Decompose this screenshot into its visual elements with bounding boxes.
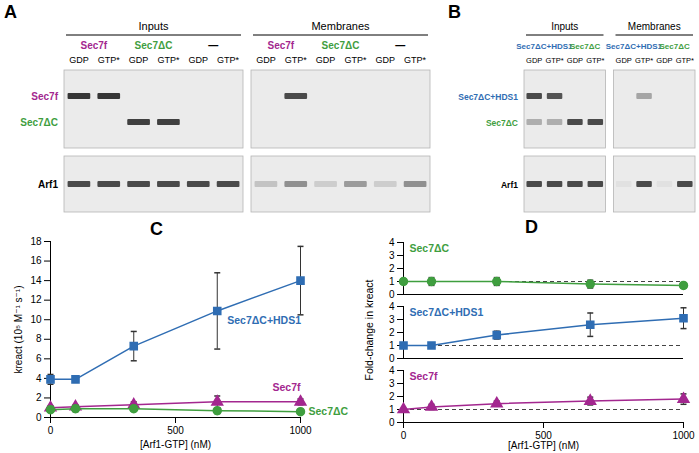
svg-text:Sec7f: Sec7f bbox=[31, 91, 58, 102]
svg-text:GTP*: GTP* bbox=[676, 56, 694, 65]
svg-text:1: 1 bbox=[389, 276, 395, 287]
svg-text:GTP*: GTP* bbox=[586, 56, 604, 65]
svg-text:18: 18 bbox=[30, 236, 42, 247]
svg-text:GDP: GDP bbox=[316, 55, 336, 65]
svg-text:Arf1: Arf1 bbox=[38, 179, 58, 190]
html-text:Fold-change in kreact: Fold-change in kreact bbox=[363, 279, 375, 381]
html-text:D: D bbox=[525, 217, 538, 237]
svg-text:0: 0 bbox=[401, 430, 407, 441]
svg-text:1: 1 bbox=[389, 340, 395, 351]
svg-text:4: 4 bbox=[389, 237, 395, 248]
svg-text:GDP: GDP bbox=[188, 55, 208, 65]
svg-text:Sec7f: Sec7f bbox=[267, 40, 294, 51]
svg-text:kreact (10⁵ M⁻¹ s⁻¹): kreact (10⁵ M⁻¹ s⁻¹) bbox=[13, 285, 24, 373]
svg-text:16: 16 bbox=[30, 255, 42, 266]
svg-text:Sec7ΔC: Sec7ΔC bbox=[20, 117, 58, 128]
svg-text:GDP: GDP bbox=[526, 56, 542, 65]
svg-text:GDP: GDP bbox=[129, 55, 149, 65]
svg-text:GDP: GDP bbox=[567, 56, 583, 65]
svg-text:GDP: GDP bbox=[256, 55, 276, 65]
svg-text:—: — bbox=[395, 40, 405, 51]
svg-text:0: 0 bbox=[389, 353, 395, 364]
svg-text:3: 3 bbox=[389, 314, 395, 325]
svg-text:500: 500 bbox=[167, 425, 184, 436]
svg-text:[Arf1-GTP] (nM): [Arf1-GTP] (nM) bbox=[508, 440, 579, 451]
svg-text:GDP: GDP bbox=[616, 56, 632, 65]
svg-text:Sec7f: Sec7f bbox=[272, 381, 301, 393]
svg-text:Sec7ΔC: Sec7ΔC bbox=[570, 42, 600, 51]
svg-text:Sec7ΔC: Sec7ΔC bbox=[135, 40, 173, 51]
svg-text:Arf1: Arf1 bbox=[501, 180, 518, 190]
svg-text:GDP: GDP bbox=[375, 55, 395, 65]
svg-text:Membranes: Membranes bbox=[311, 20, 370, 32]
svg-text:0: 0 bbox=[48, 425, 54, 436]
svg-text:GTP*: GTP* bbox=[635, 56, 653, 65]
svg-text:Inputs: Inputs bbox=[551, 21, 578, 32]
svg-text:2: 2 bbox=[389, 263, 395, 274]
svg-text:Sec7ΔC: Sec7ΔC bbox=[486, 118, 518, 128]
svg-text:GDP: GDP bbox=[69, 55, 89, 65]
svg-text:Inputs: Inputs bbox=[139, 20, 169, 32]
svg-text:2: 2 bbox=[389, 391, 395, 402]
svg-text:500: 500 bbox=[535, 429, 552, 441]
svg-text:1000: 1000 bbox=[289, 425, 312, 436]
svg-text:Sec7ΔC+HDS1: Sec7ΔC+HDS1 bbox=[227, 314, 301, 326]
svg-text:B: B bbox=[448, 2, 461, 22]
svg-text:GTP*: GTP* bbox=[545, 56, 563, 65]
svg-text:0: 0 bbox=[389, 417, 395, 428]
svg-text:10: 10 bbox=[30, 314, 42, 325]
svg-text:Sec7ΔC+HDS1: Sec7ΔC+HDS1 bbox=[606, 42, 663, 51]
svg-text:1000: 1000 bbox=[672, 430, 695, 441]
svg-text:A: A bbox=[4, 2, 17, 22]
svg-text:Sec7ΔC+HDS1: Sec7ΔC+HDS1 bbox=[410, 306, 484, 318]
svg-text:12: 12 bbox=[30, 294, 42, 305]
svg-text:GTP*: GTP* bbox=[285, 55, 308, 65]
svg-text:GTP*: GTP* bbox=[404, 55, 427, 65]
svg-text:GDP: GDP bbox=[656, 56, 672, 65]
svg-text:Sec7ΔC+HDS1: Sec7ΔC+HDS1 bbox=[458, 92, 518, 102]
svg-text:Sec7f: Sec7f bbox=[80, 40, 107, 51]
svg-text:GTP*: GTP* bbox=[217, 55, 240, 65]
svg-text:4: 4 bbox=[36, 373, 42, 384]
svg-text:Sec7ΔC: Sec7ΔC bbox=[410, 242, 450, 254]
svg-text:6: 6 bbox=[36, 353, 42, 364]
html-text:C: C bbox=[150, 219, 163, 239]
svg-text:GTP*: GTP* bbox=[157, 55, 180, 65]
svg-text:Membranes: Membranes bbox=[628, 21, 681, 32]
svg-text:0: 0 bbox=[36, 412, 42, 423]
svg-text:Sec7ΔC: Sec7ΔC bbox=[309, 405, 349, 417]
svg-text:Sec7ΔC+HDS1: Sec7ΔC+HDS1 bbox=[516, 42, 573, 51]
svg-text:GTP*: GTP* bbox=[344, 55, 367, 65]
svg-text:4: 4 bbox=[389, 365, 395, 376]
svg-text:Sec7ΔC: Sec7ΔC bbox=[322, 40, 360, 51]
svg-text:0: 0 bbox=[389, 289, 395, 300]
svg-text:Sec7f: Sec7f bbox=[410, 370, 439, 382]
svg-text:3: 3 bbox=[389, 250, 395, 261]
svg-text:14: 14 bbox=[30, 275, 42, 286]
svg-text:Sec7ΔC: Sec7ΔC bbox=[660, 42, 690, 51]
svg-text:8: 8 bbox=[36, 333, 42, 344]
svg-text:3: 3 bbox=[389, 378, 395, 389]
svg-text:1: 1 bbox=[389, 404, 395, 415]
svg-text:2: 2 bbox=[389, 327, 395, 338]
svg-text:2: 2 bbox=[36, 392, 42, 403]
svg-text:[Arf1-GTP] (nM): [Arf1-GTP] (nM) bbox=[140, 439, 211, 450]
svg-text:4: 4 bbox=[389, 301, 395, 312]
svg-text:GTP*: GTP* bbox=[98, 55, 121, 65]
svg-text:—: — bbox=[208, 40, 218, 51]
